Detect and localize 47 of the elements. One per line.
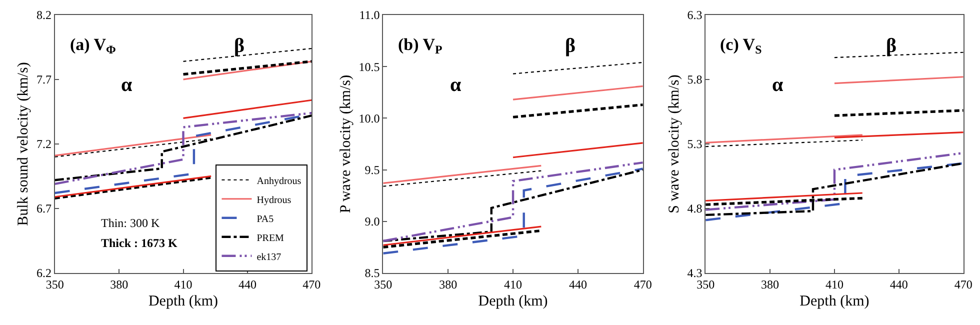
x-tick-label: 410 <box>504 277 522 292</box>
x-axis-title: Depth (km) <box>800 293 870 310</box>
y-tick-label: 11.0 <box>359 8 380 22</box>
annotation: Thin: 300 K <box>101 216 160 230</box>
x-tick-label: 440 <box>890 277 908 292</box>
text: (b) V$_{P}$ <box>398 35 442 57</box>
x-tick-label: 470 <box>634 277 652 292</box>
x-tick-label: 380 <box>761 277 780 292</box>
x-tick-label: 440 <box>568 277 587 292</box>
annotation: Thick : 1673 K <box>101 236 178 250</box>
y-tick-label: 7.7 <box>36 72 52 87</box>
annotation: α <box>121 74 132 96</box>
y-axis-title: P wave velocity (km/s) <box>338 74 354 214</box>
x-axis-title: Depth (km) <box>148 293 218 310</box>
y-tick-label: 4.8 <box>687 202 702 216</box>
y-tick-label: 5.8 <box>687 72 702 87</box>
y-tick-label: 9.0 <box>364 214 380 229</box>
y-axis-title: Bulk sound velocity (km/s) <box>16 62 32 226</box>
y-tick-label: 10.0 <box>358 111 380 126</box>
legend-label: Anhydrous <box>256 176 302 187</box>
y-tick-label: 8.2 <box>36 8 52 22</box>
y-tick-label: 9.5 <box>364 162 380 177</box>
y-tick-label: 6.3 <box>687 8 702 22</box>
annotation: β <box>234 35 245 57</box>
x-tick-label: 380 <box>439 277 458 292</box>
annotation: α <box>772 74 784 96</box>
annotation: β <box>565 35 576 57</box>
legend-label: PREM <box>256 232 284 244</box>
text: (a) V$_{Φ}$ <box>70 35 116 57</box>
y-axis-title: S wave velocity (km/s) <box>666 74 682 214</box>
x-tick-label: 440 <box>238 277 256 292</box>
y-tick-label: 5.3 <box>687 137 702 152</box>
annotation: β <box>886 35 897 57</box>
y-tick-label: 10.5 <box>358 60 380 74</box>
x-tick-label: 470 <box>302 277 321 292</box>
legend-label: ek137 <box>256 252 282 263</box>
legend-label: PA5 <box>256 214 274 225</box>
annotation: α <box>450 74 462 96</box>
x-tick-label: 410 <box>825 277 844 292</box>
x-tick-label: 410 <box>174 277 192 292</box>
y-tick-label: 7.2 <box>36 137 52 152</box>
x-axis-title: Depth (km) <box>478 293 548 310</box>
legend-label: Hydrous <box>256 194 292 206</box>
text: (c) V$_{S}$ <box>720 35 762 57</box>
x-tick-label: 470 <box>954 277 972 292</box>
x-tick-label: 380 <box>110 277 128 292</box>
y-tick-label: 6.7 <box>36 202 52 216</box>
